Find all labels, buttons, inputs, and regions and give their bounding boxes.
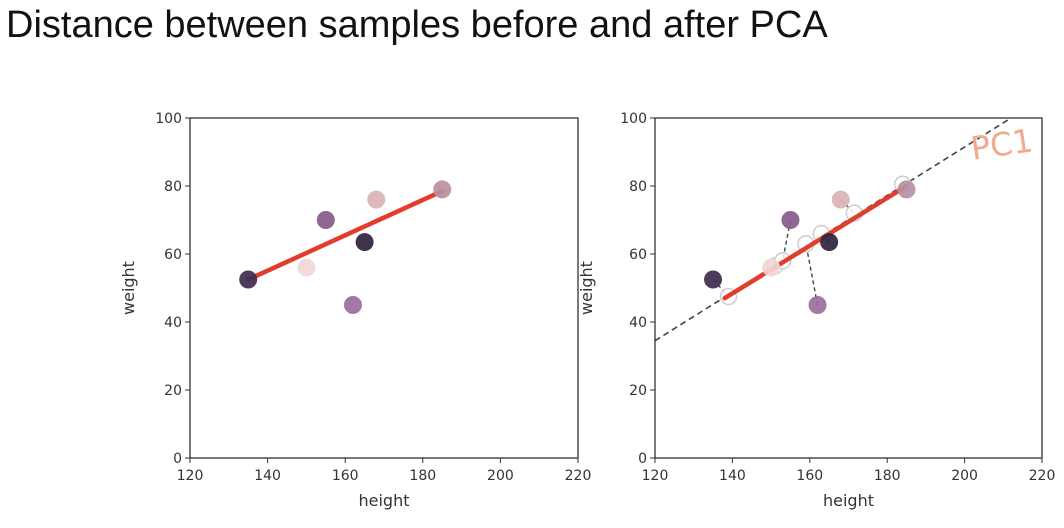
y-tick-label: 20: [629, 383, 647, 399]
chart-1: 120 140 160 180 200 220 0 20 40 60 80 100 height weig…: [119, 111, 591, 510]
data-point: [762, 258, 781, 277]
data-point: [820, 233, 839, 252]
pc1-annotation: PC1: [968, 121, 1035, 167]
data-point: [704, 270, 723, 289]
fit-line: [245, 188, 445, 282]
data-point: [808, 296, 827, 314]
y-tick-label: 80: [164, 179, 182, 195]
y-axis-label: weight: [119, 261, 138, 315]
plot-frame: [189, 117, 579, 459]
plot-area: [239, 180, 452, 314]
x-tick-label: 140: [254, 468, 281, 484]
data-point: [355, 233, 374, 252]
data-point: [343, 296, 362, 314]
plot-frame: [654, 117, 1043, 459]
y-tick-label: 20: [164, 383, 182, 399]
data-point: [297, 258, 316, 277]
data-point: [433, 180, 452, 199]
x-tick-label: 120: [177, 468, 204, 484]
y-tick-label: 0: [173, 451, 182, 467]
y-tick-label: 0: [638, 451, 647, 467]
x-tick-label: 160: [796, 468, 823, 484]
data-point: [781, 211, 800, 229]
x-tick-label: 180: [409, 468, 436, 484]
plot-area: [655, 118, 1012, 342]
data-point: [897, 180, 916, 199]
y-tick-label: 60: [164, 247, 182, 263]
data-point: [831, 190, 850, 209]
projection-connector: [805, 243, 819, 306]
chart-2: 120 140 160 180 200 220 0 20 40 60 80 100 height weig…: [577, 111, 1055, 510]
y-tick-label: 60: [629, 247, 647, 263]
y-tick-label: 40: [164, 315, 182, 331]
x-tick-label: 160: [332, 468, 359, 484]
x-tick-label: 140: [719, 468, 746, 484]
x-tick-label: 220: [565, 468, 592, 484]
y-axis-label: weight: [577, 261, 596, 315]
data-point: [316, 211, 335, 229]
page-title: Distance between samples before and afte…: [6, 4, 828, 46]
data-point: [239, 270, 258, 289]
y-tick-label: 40: [629, 315, 647, 331]
x-tick-label: 220: [1029, 468, 1056, 484]
x-tick-label: 180: [874, 468, 901, 484]
y-tick-label: 100: [620, 111, 647, 127]
x-tick-label: 120: [642, 468, 669, 484]
x-tick-label: 200: [487, 468, 514, 484]
x-axis-label: height: [359, 491, 410, 510]
fit-line: [722, 183, 909, 301]
x-tick-label: 200: [951, 468, 978, 484]
y-tick-label: 100: [155, 111, 182, 127]
x-axis-label: height: [823, 491, 874, 510]
data-point: [367, 190, 386, 209]
y-tick-label: 80: [629, 179, 647, 195]
